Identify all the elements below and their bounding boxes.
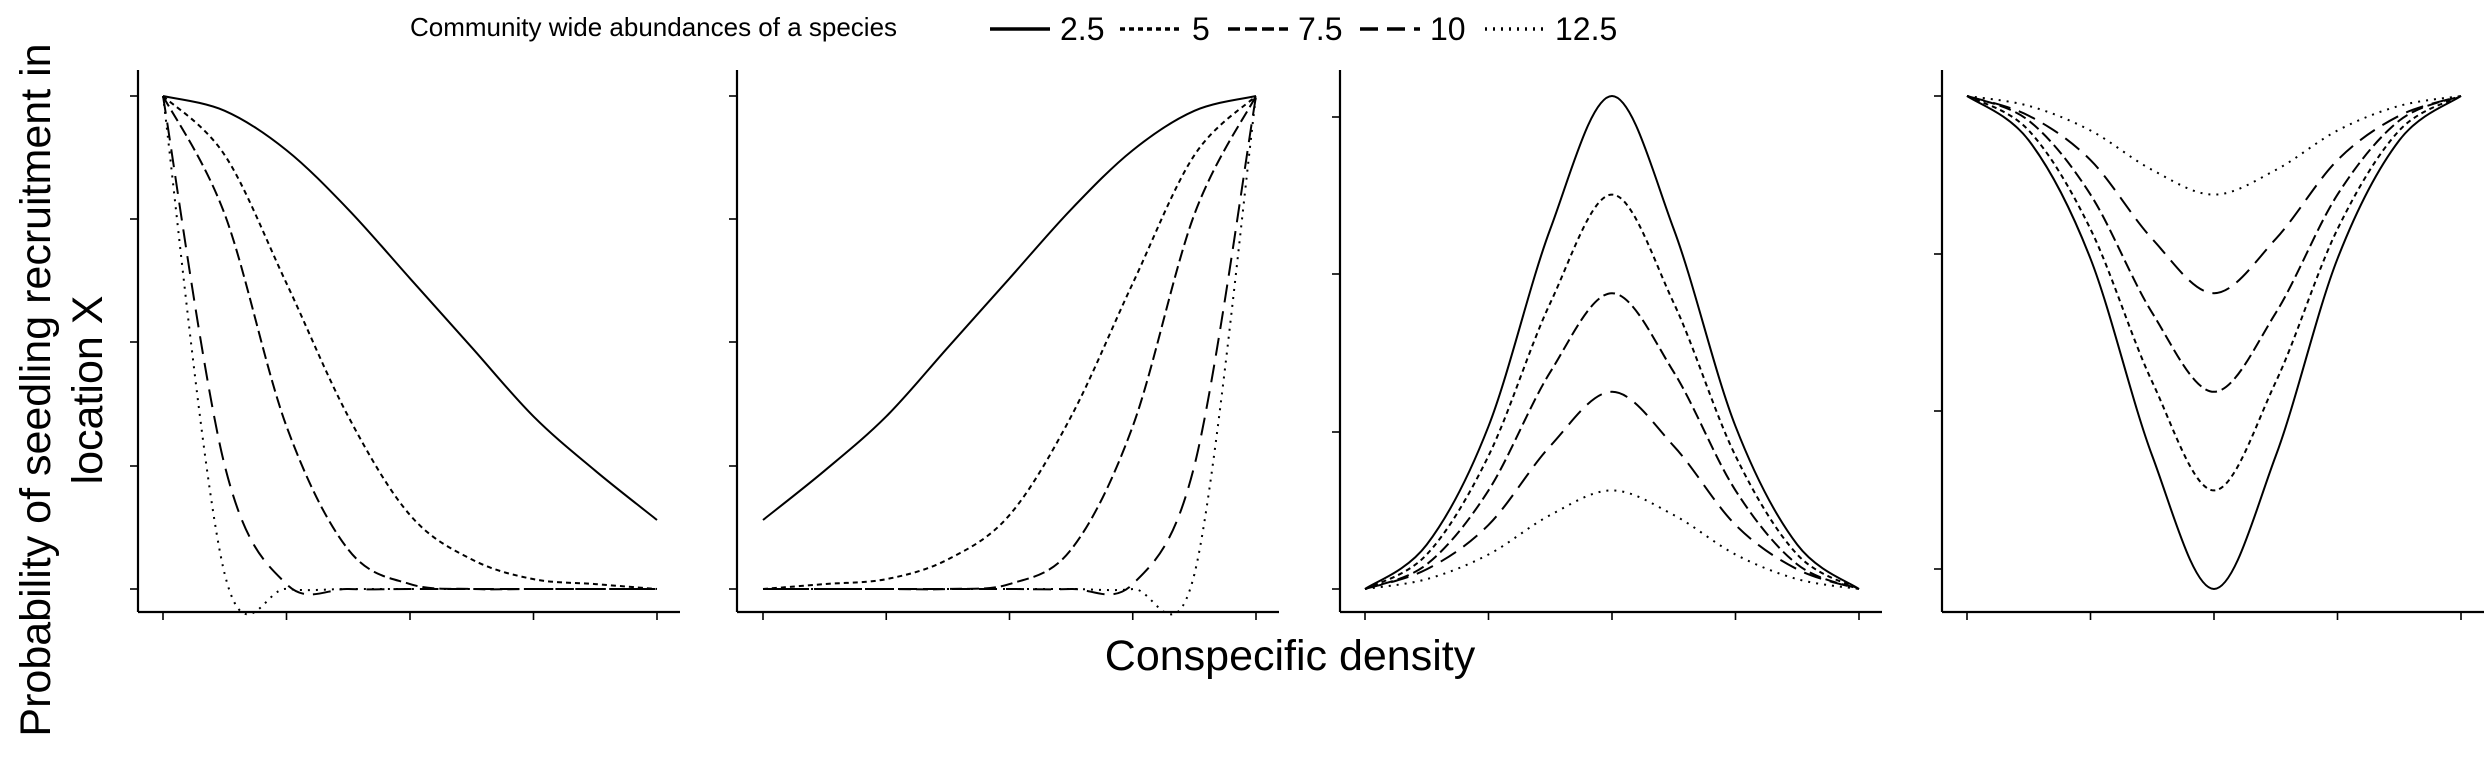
- panel-3: [1332, 70, 1882, 620]
- y-axis-title: Probability of seedling recruitment in l…: [12, 43, 112, 736]
- panel-2: [729, 70, 1279, 620]
- series-line-12-5: [763, 95, 1257, 616]
- series-line-12-5: [162, 95, 657, 616]
- y-axis-title-line2: location X: [64, 296, 112, 485]
- series-line-5: [1364, 193, 1860, 590]
- legend-items: 2.5 5 7.5 10 12.5: [990, 11, 1617, 47]
- series-line-2-5: [1364, 94, 1860, 590]
- series-line-7-5: [1966, 95, 2462, 393]
- series-line-7-5: [763, 95, 1257, 591]
- chart-panels: [130, 70, 2484, 620]
- x-axis-title: Conspecific density: [1105, 632, 1476, 680]
- series-line-2-5: [1966, 95, 2462, 591]
- series-line-7-5: [162, 95, 657, 591]
- panel-4: [1934, 70, 2484, 620]
- series-line-5: [162, 95, 658, 590]
- legend-label-12-5: 12.5: [1555, 11, 1617, 47]
- series-line-2-5: [162, 95, 658, 521]
- legend-label-10: 10: [1430, 11, 1466, 47]
- legend-label-2-5: 2.5: [1060, 11, 1104, 47]
- legend-label-7-5: 7.5: [1298, 11, 1342, 47]
- legend-title: Community wide abundances of a species: [410, 12, 897, 42]
- panel-1: [130, 70, 680, 620]
- series-line-10: [763, 95, 1257, 596]
- series-line-10: [1364, 390, 1860, 590]
- series-line-2-5: [762, 95, 1257, 521]
- series-line-5: [1966, 95, 2462, 492]
- legend-label-5: 5: [1192, 11, 1210, 47]
- series-line-10: [162, 95, 657, 596]
- series-line-5: [762, 95, 1257, 590]
- series-line-7-5: [1364, 292, 1860, 590]
- legend: Community wide abundances of a species 2…: [410, 11, 1617, 47]
- y-axis-title-line1: Probability of seedling recruitment in: [12, 43, 60, 736]
- series-line-10: [1966, 95, 2462, 295]
